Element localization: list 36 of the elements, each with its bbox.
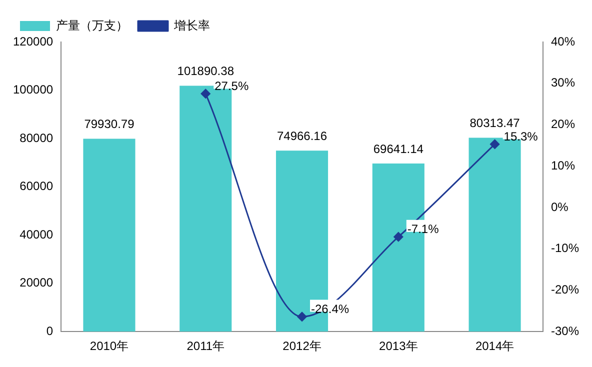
point xyxy=(200,88,210,98)
data-label: 101890.38 xyxy=(177,64,234,78)
y-tick-label: 100000 xyxy=(12,82,54,97)
x-tick-label: 2011年 xyxy=(186,339,225,354)
y2-tick-label: 40% xyxy=(550,34,576,48)
data-label: -26.4% xyxy=(311,302,350,316)
y-tick-label: 0 xyxy=(46,324,54,338)
y-tick-label: 60000 xyxy=(20,179,54,194)
data-label: 15.3% xyxy=(504,130,538,144)
data-label: 79930.79 xyxy=(84,117,135,132)
data-label: -7.1% xyxy=(407,222,440,236)
y2-tick-label: 0% xyxy=(550,200,569,214)
y2-tick-label: -30% xyxy=(550,324,580,338)
y2-tick-label: -20% xyxy=(550,282,580,297)
point xyxy=(394,232,404,242)
y2-tick-label: -10% xyxy=(550,241,580,256)
data-label: 74966.16 xyxy=(276,128,328,143)
legend-label: 增长率 xyxy=(173,18,210,32)
y2-tick-label: 30% xyxy=(550,76,576,90)
y-tick-label: 120000 xyxy=(12,34,54,48)
y2-tick-label: 10% xyxy=(550,158,576,172)
data-label: 27.5% xyxy=(214,79,249,94)
y2-tick-label: 20% xyxy=(550,117,576,132)
point xyxy=(490,139,500,149)
point xyxy=(297,312,307,322)
data-label: 80313.47 xyxy=(470,116,520,130)
x-tick-label: 2014年 xyxy=(475,339,514,354)
y-tick-label: 40000 xyxy=(20,227,54,242)
x-tick-label: 2013年 xyxy=(379,339,418,354)
data-label: 69641.14 xyxy=(373,142,424,156)
bar xyxy=(83,138,136,332)
x-tick-label: 2010年 xyxy=(90,339,129,354)
legend-label: 产量（万支） xyxy=(56,18,128,32)
y-tick-label: 80000 xyxy=(20,130,54,145)
x-tick-label: 2012年 xyxy=(282,339,322,354)
y-tick-label: 20000 xyxy=(20,276,54,290)
